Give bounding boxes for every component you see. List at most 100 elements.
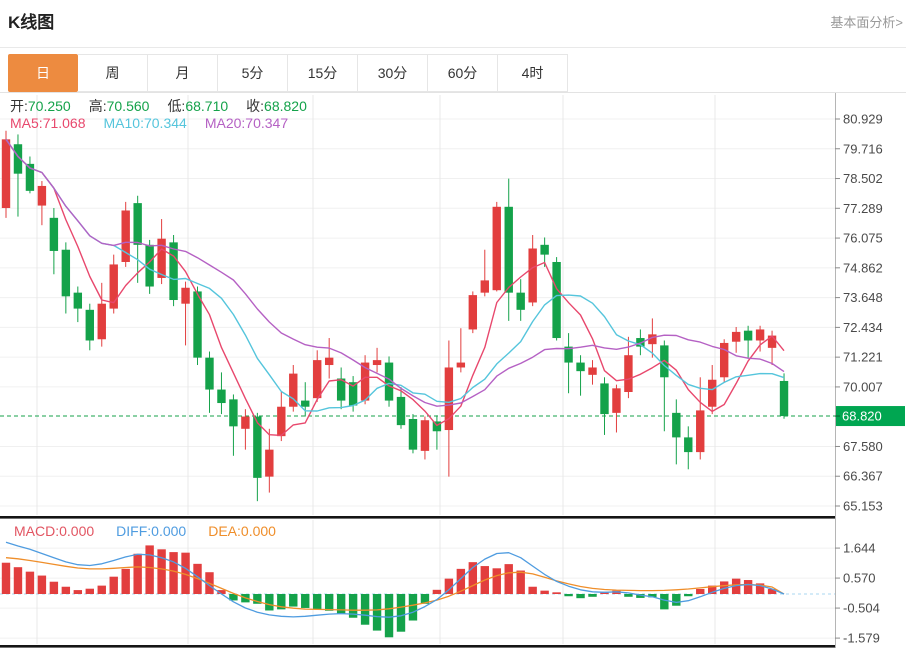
ohlc-label: 收: — [246, 98, 265, 114]
timeframe-tabbar: 日周月 5分 15分 30分 60分 4时 — [0, 54, 906, 93]
candle-body — [755, 329, 765, 341]
candle-body — [265, 449, 274, 477]
chart-area: 80.929 79.716 78.502 77.289 76.075 74.862 73.6… — [0, 93, 906, 651]
macd-hist-bar — [109, 576, 118, 594]
current-price-badge-text: 68.820 — [842, 409, 882, 424]
macd-hist-bar — [516, 570, 525, 594]
candle-body — [169, 242, 178, 301]
macd-hist-bar — [648, 594, 657, 598]
macd-hist-bar — [121, 568, 130, 594]
ohlc-label: 开: — [10, 98, 28, 114]
ma-item-1: MA5:71.068 — [10, 115, 86, 131]
macd-hist-bar — [552, 592, 561, 594]
macd-hist-bar — [301, 594, 310, 608]
candle-body — [540, 244, 549, 255]
macd-label: DIFF: — [116, 523, 152, 539]
candle-body — [612, 388, 621, 413]
macd-hist-bar — [360, 594, 370, 625]
ohlc-value: 68.710 — [185, 98, 229, 114]
candle-body — [324, 357, 334, 366]
candle-body — [241, 416, 250, 429]
candle-body — [480, 280, 489, 293]
macd-hist-bar — [708, 585, 717, 594]
ohlc-item-1: 开:70.250 — [10, 98, 71, 114]
candle-body — [109, 264, 118, 309]
macd-hist-bar — [181, 552, 190, 594]
macd-hist-bar — [61, 586, 71, 594]
candle-body — [660, 345, 669, 378]
macd-label: DEA: — [208, 523, 241, 539]
macd-hist-bar — [636, 594, 645, 598]
kline-chart-canvas[interactable]: 80.929 79.716 78.502 77.289 76.075 74.862 73.6… — [0, 93, 906, 651]
ohlc-item-2: 高:70.560 — [89, 98, 150, 114]
tab-5[interactable]: 15分 — [288, 54, 358, 92]
price-axis-label: 76.075 — [843, 231, 883, 246]
macd-hist-bar — [564, 594, 573, 597]
ma-item-2: MA10:70.344 — [104, 115, 187, 131]
macd-hist-bar — [73, 590, 83, 594]
macd-hist-bar — [432, 589, 442, 594]
candle-body — [253, 416, 262, 478]
candle-body — [504, 206, 513, 293]
candle-body — [408, 418, 418, 450]
macd-axis-label: -0.504 — [843, 601, 880, 616]
candle-body — [13, 144, 23, 174]
candle-body — [708, 379, 717, 407]
macd-hist-bar — [324, 594, 334, 611]
candle-body — [133, 203, 142, 245]
candle-body — [444, 367, 454, 431]
macd-hist-bar — [684, 594, 693, 597]
macd-hist-bar — [660, 594, 669, 610]
candle-body — [205, 357, 214, 390]
candle-body — [648, 334, 657, 345]
candle-body — [277, 406, 286, 437]
ohlc-value: 70.560 — [106, 98, 150, 114]
macd-hist-bar — [289, 594, 298, 607]
candle-body — [336, 378, 346, 401]
fundamental-analysis-link[interactable]: 基本面分析> — [830, 15, 903, 30]
ma-label: MA5: — [10, 115, 43, 131]
tab-3[interactable]: 月 — [148, 54, 218, 92]
candle-body — [432, 421, 442, 432]
candle-body — [301, 400, 310, 407]
macd-hist-bar — [49, 581, 59, 594]
macd-hist-bar — [588, 594, 597, 597]
diff-line — [5, 541, 785, 618]
tab-6[interactable]: 30分 — [358, 54, 428, 92]
tab-2[interactable]: 周 — [78, 54, 148, 92]
title-divider — [0, 47, 906, 48]
macd-hist-bar — [540, 590, 549, 594]
ma-value: 70.347 — [245, 115, 289, 131]
candle-body — [25, 163, 35, 191]
ma-readout: MA5:71.068 MA10:70.344 MA20:70.347 — [10, 115, 306, 131]
macd-axis-label: 0.570 — [843, 571, 876, 586]
macd-hist-bar — [348, 594, 358, 618]
candle-body — [456, 362, 466, 368]
ohlc-item-3: 低:68.710 — [167, 98, 228, 114]
macd-hist-bar — [1, 562, 11, 594]
tab-4[interactable]: 5分 — [218, 54, 288, 92]
candle-body — [193, 291, 202, 358]
macd-hist-bar — [420, 594, 430, 604]
candle-body — [384, 362, 394, 401]
price-axis-label: 79.716 — [843, 141, 883, 156]
candle-body — [1, 139, 11, 209]
tab-7[interactable]: 60分 — [428, 54, 498, 92]
dea-line — [5, 557, 785, 611]
candle-body — [552, 261, 561, 339]
macd-hist-bar — [217, 590, 226, 594]
candle-body — [121, 210, 130, 262]
candle-body — [61, 249, 71, 297]
candle-body — [528, 248, 537, 303]
macd-item-1: MACD:0.000 — [14, 523, 94, 539]
macd-hist-bar — [624, 594, 633, 597]
macd-hist-bar — [743, 580, 753, 594]
macd-hist-bar — [719, 581, 729, 594]
tab-1[interactable]: 日 — [8, 54, 78, 92]
candle-body — [767, 335, 777, 348]
tab-8[interactable]: 4时 — [498, 54, 568, 92]
price-axis-label: 73.648 — [843, 290, 883, 305]
ma-label: MA10: — [103, 115, 144, 131]
candle-body — [588, 367, 597, 375]
macd-hist-bar — [755, 583, 765, 594]
